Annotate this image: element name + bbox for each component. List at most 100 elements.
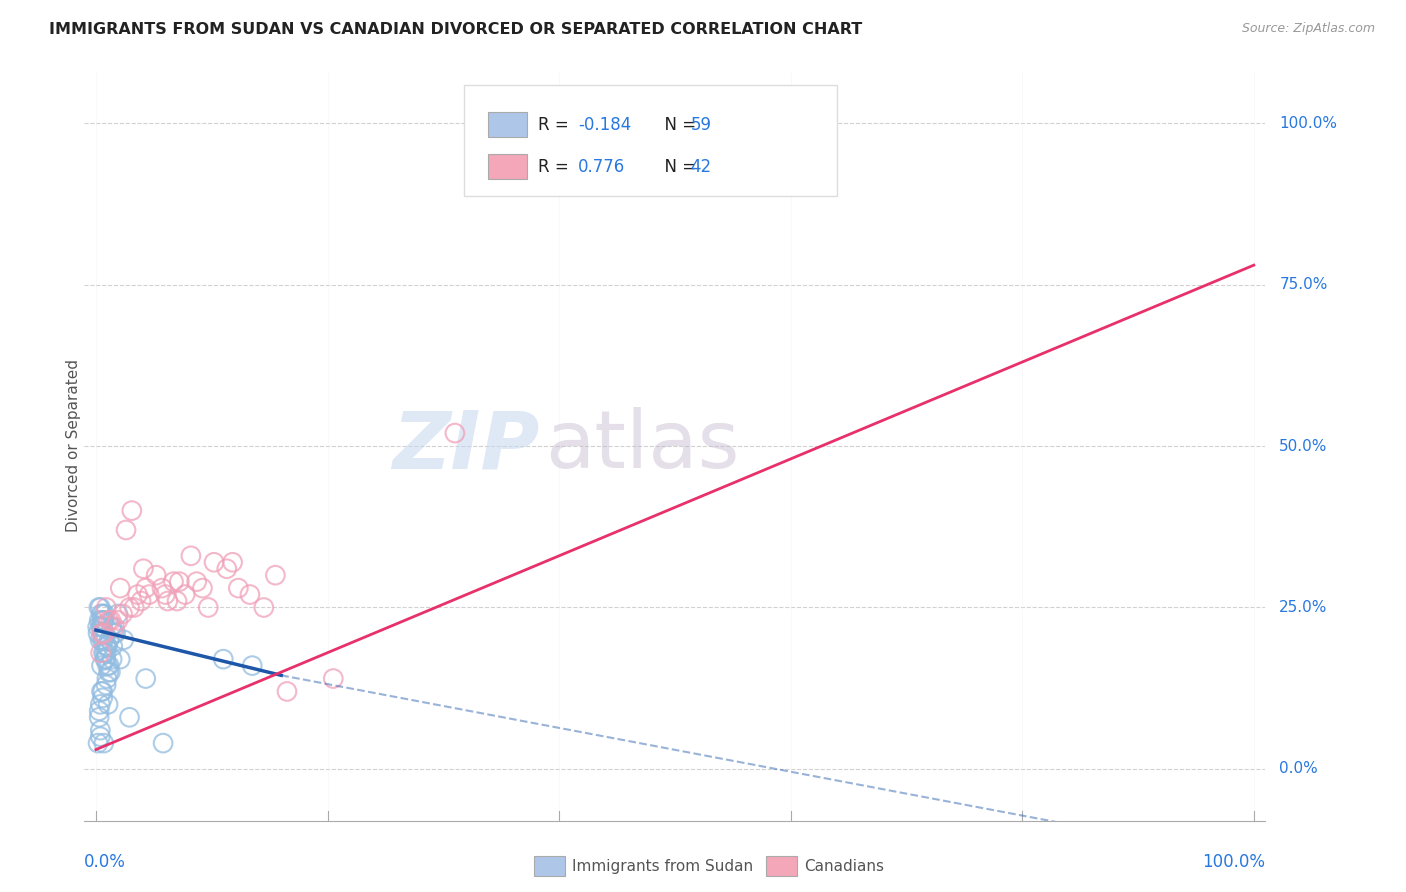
Point (94, 639, 117, 653)
Point (93, 632, 115, 647)
Point (94, 652, 117, 666)
Text: 0.0%: 0.0% (84, 853, 127, 871)
Point (89, 723, 111, 738)
Point (110, 581, 132, 595)
Point (93, 626, 115, 640)
Point (276, 684, 298, 698)
Text: N =: N = (654, 158, 702, 176)
Point (107, 607, 129, 621)
Point (90, 607, 112, 621)
Point (180, 549, 202, 563)
Text: R =: R = (538, 116, 575, 134)
Point (96, 646, 118, 660)
Point (112, 632, 135, 647)
Point (212, 652, 235, 666)
Point (253, 600, 276, 615)
Point (93, 626, 115, 640)
Text: ZIP: ZIP (392, 407, 538, 485)
Point (89, 704, 111, 718)
Point (91, 626, 114, 640)
Text: N =: N = (654, 116, 702, 134)
Point (152, 736, 174, 750)
Point (90, 626, 112, 640)
Point (191, 581, 214, 595)
Point (215, 562, 238, 576)
Point (197, 600, 219, 615)
Point (111, 607, 134, 621)
Point (90, 620, 112, 634)
Point (94, 652, 117, 666)
Text: 50.0%: 50.0% (1279, 439, 1327, 453)
Point (239, 588, 262, 602)
Point (97, 698, 120, 712)
Point (98, 632, 121, 647)
Text: -0.184: -0.184 (578, 116, 631, 134)
Point (166, 594, 188, 608)
Point (87, 626, 110, 640)
Point (100, 665, 122, 679)
Point (96, 672, 118, 686)
Point (444, 426, 467, 441)
Point (89, 730, 111, 744)
Point (91, 690, 114, 705)
Text: Immigrants from Sudan: Immigrants from Sudan (572, 859, 754, 873)
Point (129, 594, 152, 608)
Point (98, 658, 121, 673)
Point (89, 600, 111, 615)
Point (121, 503, 143, 517)
Point (145, 568, 167, 582)
Point (91, 607, 114, 621)
Point (96, 639, 118, 653)
Point (104, 626, 127, 640)
Point (103, 626, 125, 640)
Point (96, 639, 118, 653)
Text: 59: 59 (690, 116, 711, 134)
Point (127, 588, 149, 602)
Point (115, 523, 138, 537)
Point (162, 574, 184, 589)
Text: 42: 42 (690, 158, 711, 176)
Text: 100.0%: 100.0% (1202, 853, 1265, 871)
Point (186, 574, 208, 589)
Point (228, 581, 250, 595)
Point (118, 710, 141, 724)
Point (100, 620, 122, 634)
Point (94, 678, 117, 692)
Point (107, 614, 129, 628)
Point (240, 658, 263, 673)
Text: 75.0%: 75.0% (1279, 277, 1327, 292)
Point (89, 698, 111, 712)
Text: 100.0%: 100.0% (1279, 116, 1337, 130)
Point (93, 614, 115, 628)
Point (91, 684, 114, 698)
Point (91, 632, 114, 647)
Point (89, 632, 111, 647)
Point (90, 658, 112, 673)
Point (118, 600, 141, 615)
Text: atlas: atlas (546, 407, 740, 485)
Point (103, 620, 125, 634)
Point (93, 607, 115, 621)
Point (91, 620, 114, 634)
Point (101, 652, 124, 666)
Point (132, 562, 155, 576)
Point (100, 614, 122, 628)
Point (90, 614, 112, 628)
Point (135, 672, 157, 686)
Point (101, 639, 124, 653)
Point (89, 614, 111, 628)
Text: 0.0%: 0.0% (1279, 762, 1317, 776)
Point (90, 684, 112, 698)
Y-axis label: Divorced or Separated: Divorced or Separated (66, 359, 80, 533)
Point (110, 652, 132, 666)
Point (156, 594, 179, 608)
Point (89, 710, 111, 724)
Point (135, 581, 157, 595)
Point (90, 646, 112, 660)
Point (87, 736, 110, 750)
Point (93, 736, 115, 750)
Point (264, 568, 287, 582)
Text: Source: ZipAtlas.com: Source: ZipAtlas.com (1241, 22, 1375, 36)
Text: 25.0%: 25.0% (1279, 600, 1327, 615)
Point (96, 658, 118, 673)
